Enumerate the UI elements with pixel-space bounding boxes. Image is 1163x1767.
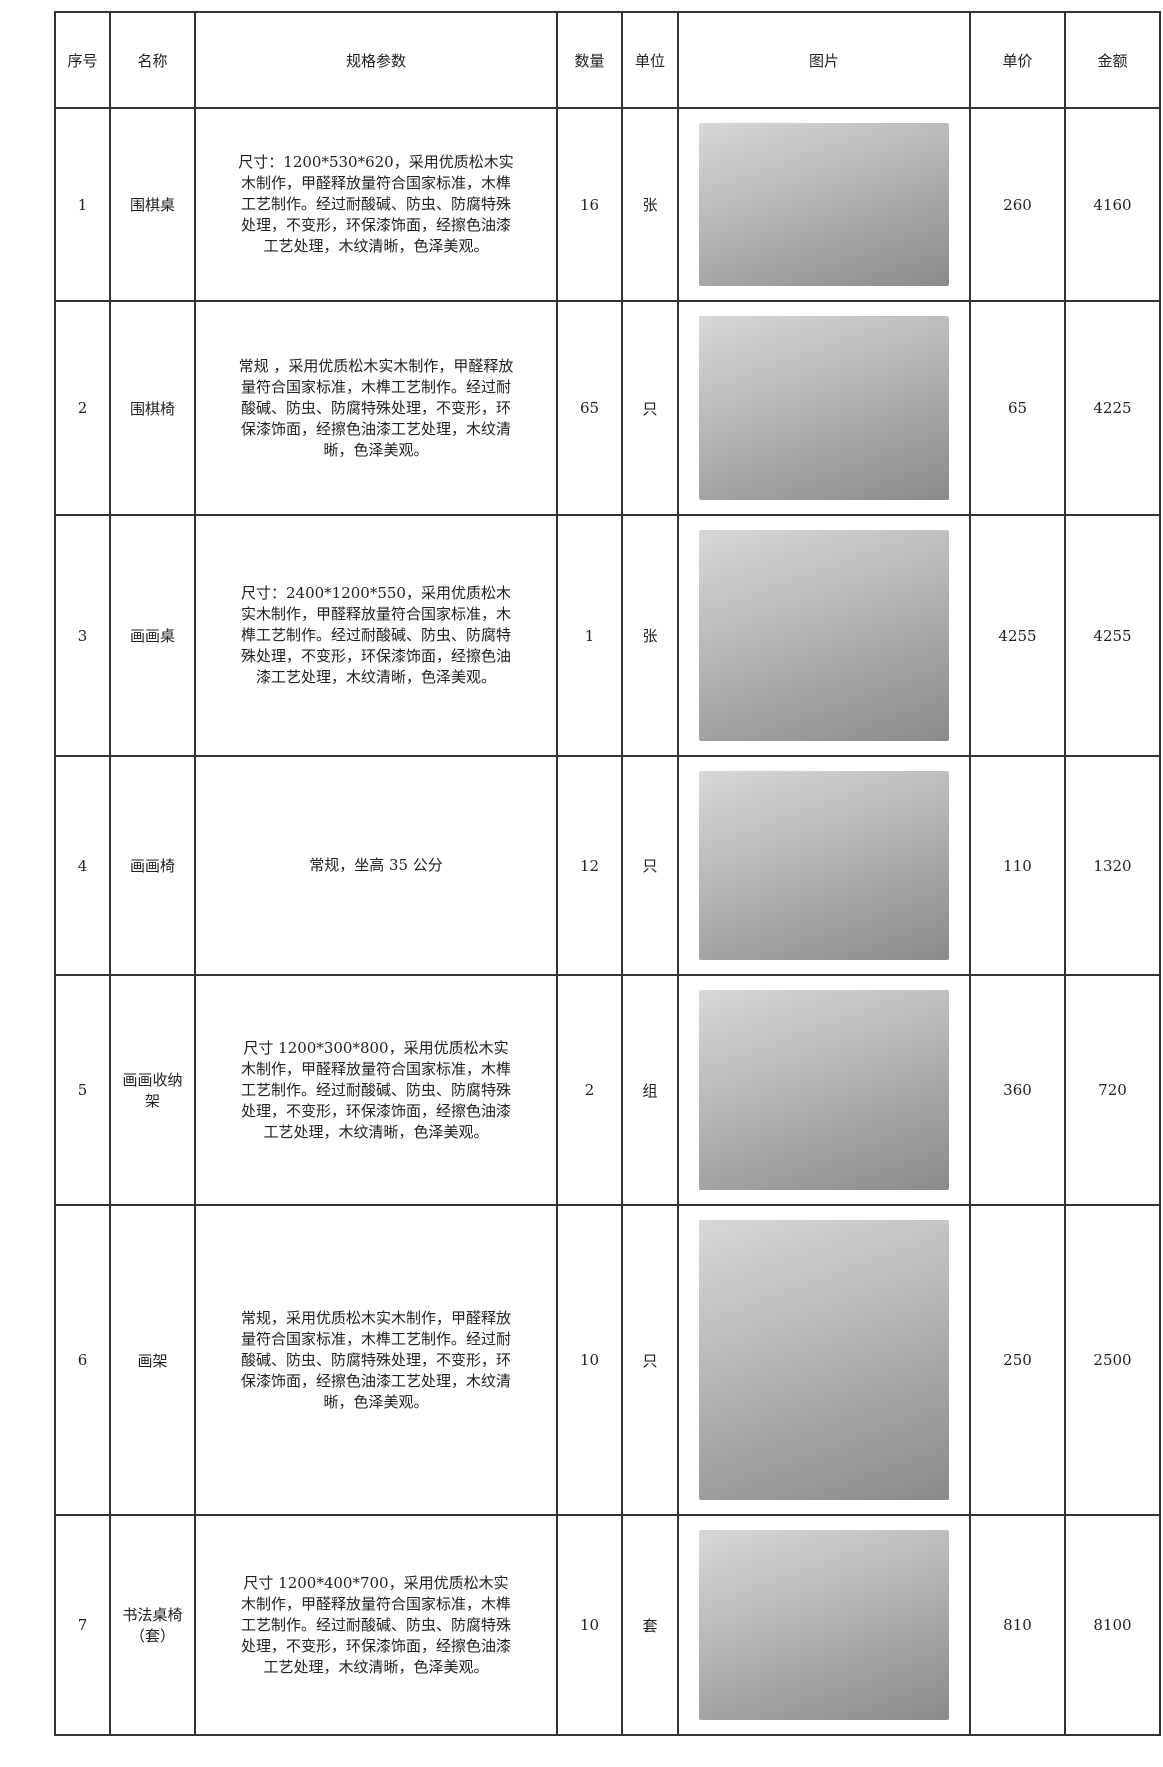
unit-price: 65 — [969, 300, 1066, 516]
table-row: 7 书法桌椅（套） 尺寸 1200*400*700，采用优质松木实木制作，甲醛释放量… — [54, 1514, 1161, 1736]
table-row: 3 画画桌 尺寸：2400*1200*550，采用优质松木实木制作，甲醛释放量符合国… — [54, 514, 1161, 757]
product-photo — [699, 530, 949, 741]
unit: 张 — [621, 514, 679, 757]
quantity: 65 — [556, 300, 623, 516]
row-number: 3 — [54, 514, 111, 757]
image-cell — [677, 107, 971, 302]
item-name: 围棋桌 — [109, 107, 196, 302]
item-name: 画画椅 — [109, 755, 196, 976]
table-row: 4 画画椅 常规，坐高 35 公分 12 只 110 1320 — [54, 755, 1161, 976]
spec-cell: 尺寸 1200*400*700，采用优质松木实木制作，甲醛释放量符合国家标准，木… — [194, 1514, 558, 1736]
header-cell: 图片 — [677, 11, 971, 109]
table-body: 1 围棋桌 尺寸：1200*530*620，采用优质松木实木制作，甲醛释放量符合国家… — [54, 107, 1161, 1736]
amount: 2500 — [1064, 1204, 1161, 1516]
spec-cell: 常规，坐高 35 公分 — [194, 755, 558, 976]
amount: 4160 — [1064, 107, 1161, 302]
item-name: 画画桌 — [109, 514, 196, 757]
header-cell: 单位 — [621, 11, 679, 109]
product-photo — [699, 1220, 949, 1500]
row-number: 2 — [54, 300, 111, 516]
header-cell: 数量 — [556, 11, 623, 109]
unit-price: 110 — [969, 755, 1066, 976]
image-cell — [677, 514, 971, 757]
image-cell — [677, 1204, 971, 1516]
quantity: 10 — [556, 1514, 623, 1736]
table-row: 5 画画收纳架 尺寸 1200*300*800，采用优质松木实木制作，甲醛释放量符合… — [54, 974, 1161, 1206]
header-cell: 名称 — [109, 11, 196, 109]
image-cell — [677, 300, 971, 516]
spec-cell: 常规，采用优质松木实木制作，甲醛释放量符合国家标准，木榫工艺制作。经过耐酸碱、防… — [194, 1204, 558, 1516]
amount: 4255 — [1064, 514, 1161, 757]
unit-price: 260 — [969, 107, 1066, 302]
quantity: 10 — [556, 1204, 623, 1516]
image-cell — [677, 974, 971, 1206]
row-number: 1 — [54, 107, 111, 302]
amount: 4225 — [1064, 300, 1161, 516]
quantity: 1 — [556, 514, 623, 757]
unit: 张 — [621, 107, 679, 302]
product-photo — [699, 1530, 949, 1720]
unit: 只 — [621, 1204, 679, 1516]
unit: 只 — [621, 300, 679, 516]
unit: 套 — [621, 1514, 679, 1736]
item-name: 画画收纳架 — [109, 974, 196, 1206]
table-row: 1 围棋桌 尺寸：1200*530*620，采用优质松木实木制作，甲醛释放量符合国家… — [54, 107, 1161, 302]
spec-cell: 尺寸 1200*300*800，采用优质松木实木制作，甲醛释放量符合国家标准，木… — [194, 974, 558, 1206]
unit: 只 — [621, 755, 679, 976]
unit-price: 4255 — [969, 514, 1066, 757]
row-number: 4 — [54, 755, 111, 976]
product-photo — [699, 123, 949, 286]
product-photo — [699, 316, 949, 500]
unit-price: 360 — [969, 974, 1066, 1206]
quantity: 16 — [556, 107, 623, 302]
quantity: 12 — [556, 755, 623, 976]
item-name: 围棋椅 — [109, 300, 196, 516]
header-cell: 序号 — [54, 11, 111, 109]
quantity: 2 — [556, 974, 623, 1206]
item-name: 书法桌椅（套） — [109, 1514, 196, 1736]
spec-cell: 尺寸：1200*530*620，采用优质松木实木制作，甲醛释放量符合国家标准，木… — [194, 107, 558, 302]
item-name: 画架 — [109, 1204, 196, 1516]
row-number: 5 — [54, 974, 111, 1206]
product-photo — [699, 771, 949, 960]
unit-price: 810 — [969, 1514, 1066, 1736]
amount: 1320 — [1064, 755, 1161, 976]
header-cell: 规格参数 — [194, 11, 558, 109]
product-photo — [699, 990, 949, 1190]
spec-cell: 常规 ，采用优质松木实木制作，甲醛释放量符合国家标准，木榫工艺制作。经过耐酸碱、… — [194, 300, 558, 516]
unit-price: 250 — [969, 1204, 1066, 1516]
amount: 720 — [1064, 974, 1161, 1206]
table-row: 2 围棋椅 常规 ，采用优质松木实木制作，甲醛释放量符合国家标准，木榫工艺制作。经过… — [54, 300, 1161, 516]
header-row: 序号 名称 规格参数 数量 单位 图片 单价 金额 — [54, 11, 1161, 109]
image-cell — [677, 755, 971, 976]
header-cell: 金额 — [1064, 11, 1161, 109]
table-row: 6 画架 常规，采用优质松木实木制作，甲醛释放量符合国家标准，木榫工艺制作。经过耐酸… — [54, 1204, 1161, 1516]
header-cell: 单价 — [969, 11, 1066, 109]
row-number: 7 — [54, 1514, 111, 1736]
row-number: 6 — [54, 1204, 111, 1516]
unit: 组 — [621, 974, 679, 1206]
quote-table: 序号 名称 规格参数 数量 单位 图片 单价 金额 1 围棋桌 尺寸：1200*530*620，采… — [54, 11, 1161, 1736]
amount: 8100 — [1064, 1514, 1161, 1736]
spec-cell: 尺寸：2400*1200*550，采用优质松木实木制作，甲醛释放量符合国家标准，… — [194, 514, 558, 757]
image-cell — [677, 1514, 971, 1736]
